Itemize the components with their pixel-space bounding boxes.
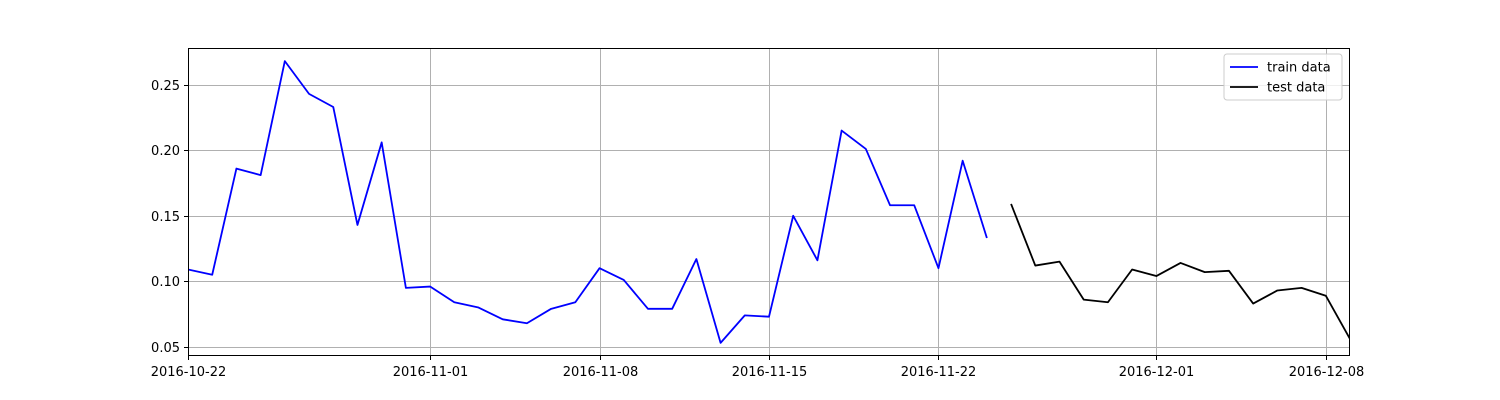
grid-lines — [188, 48, 1350, 356]
plot-area-frame — [188, 48, 1350, 356]
y-tick-label: 0.20 — [151, 144, 180, 159]
legend-box — [1223, 53, 1343, 101]
x-tick-label: 2016-11-22 — [901, 365, 977, 380]
series-line-train — [188, 60, 988, 344]
y-tick-label: 0.10 — [151, 275, 180, 290]
x-tick-label: 2016-12-01 — [1119, 365, 1195, 380]
series-lines — [188, 60, 1350, 344]
y-tick-label: 0.25 — [151, 79, 180, 94]
legend-label: train data — [1267, 61, 1331, 76]
legend-label: test data — [1267, 81, 1325, 96]
y-tick-label: 0.15 — [151, 210, 180, 225]
axis-ticks: 2016-10-22 2016-11-01 2016-11-08 2016-11-15… — [151, 79, 1365, 380]
x-tick-label: 2016-11-08 — [563, 365, 639, 380]
x-tick-label: 2016-12-08 — [1289, 365, 1365, 380]
y-tick-label: 0.05 — [151, 341, 180, 356]
legend: train data test data — [1223, 53, 1343, 101]
x-tick-label: 2016-10-22 — [151, 365, 227, 380]
series-line-test — [1010, 203, 1350, 340]
x-tick-label: 2016-11-01 — [393, 365, 469, 380]
x-tick-label: 2016-11-15 — [732, 365, 808, 380]
